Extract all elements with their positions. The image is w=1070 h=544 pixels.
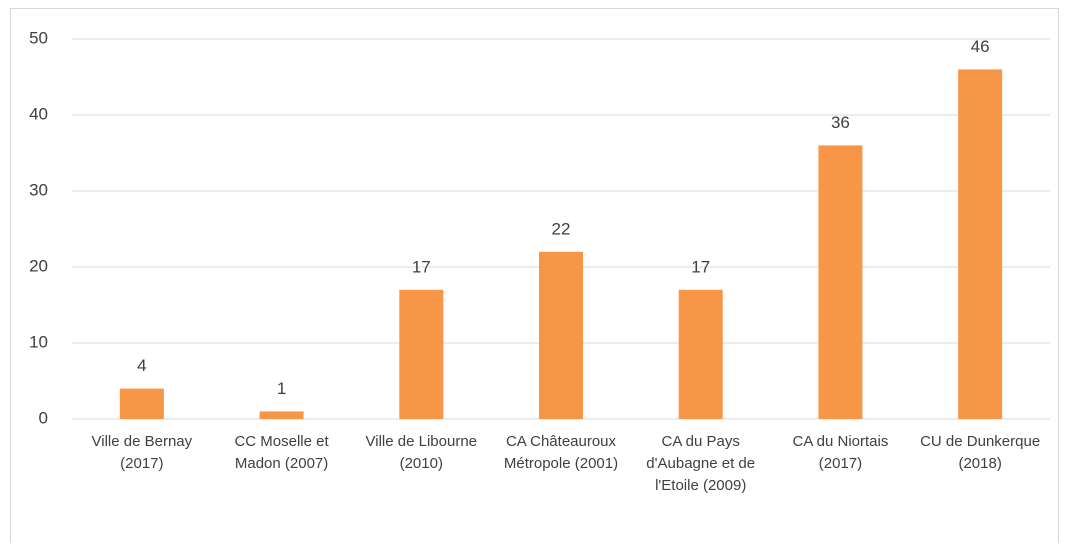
x-tick-label: Ville de Libourne (2010) [365,433,478,472]
data-label: 4 [137,356,146,375]
data-label: 17 [412,257,431,276]
data-label: 17 [691,257,710,276]
chart-frame [10,8,1059,543]
bar [119,388,164,419]
y-tick-label: 30 [29,180,48,199]
bar [958,69,1003,420]
bar [259,411,304,419]
x-tick-label: CA Châteauroux Métropole (2001) [503,433,619,472]
data-label: 22 [552,219,571,238]
data-label: 1 [277,379,286,398]
x-tick-label: Ville de Bernay (2017) [91,433,193,472]
bar [399,289,444,419]
x-tick-label: CU de Dunkerque (2018) [920,433,1041,472]
x-tick-label: CC Moselle et Madon (2007) [234,433,329,472]
x-tick-label: CA du Pays d'Aubagne et de l'Etoile (200… [646,433,756,494]
y-tick-label: 40 [29,104,48,123]
y-tick-label: 10 [29,332,48,351]
bar [818,145,863,419]
y-tick-label: 50 [29,28,48,47]
data-label: 46 [971,37,990,56]
y-tick-label: 20 [29,256,48,275]
y-tick-label: 0 [39,408,48,427]
bar [539,251,583,419]
bar [678,289,723,419]
x-tick-label: CA du Niortais (2017) [792,433,889,472]
data-label: 36 [831,113,850,132]
